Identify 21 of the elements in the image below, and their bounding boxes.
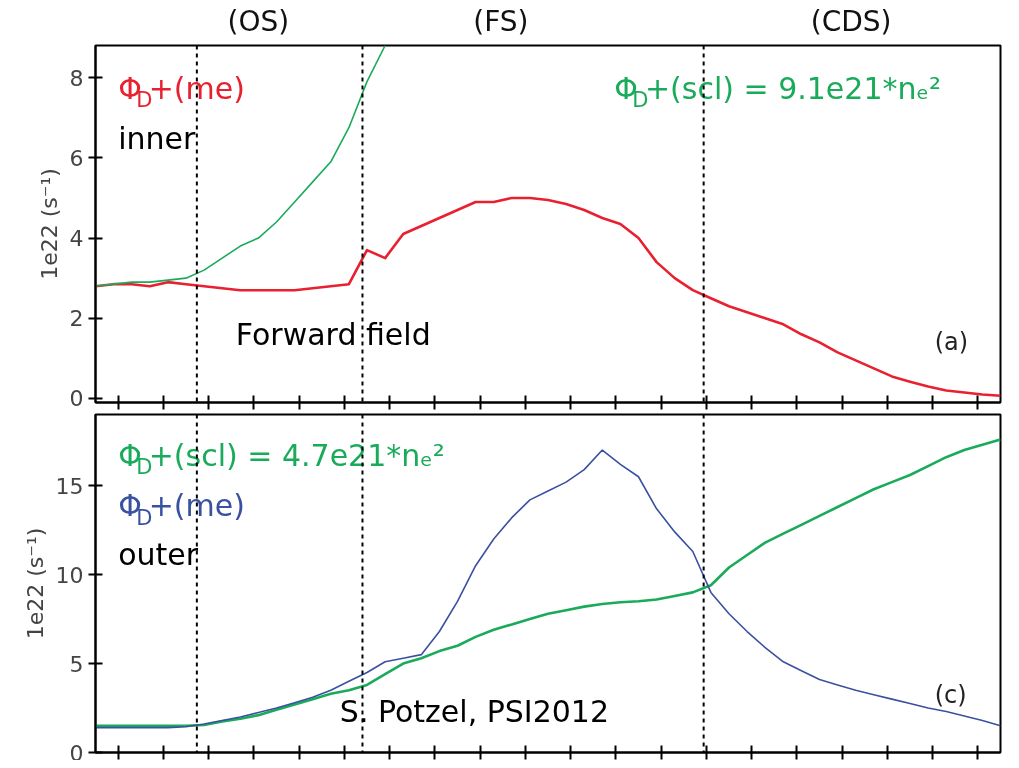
annotation: (c) [934, 681, 967, 710]
annotation: (a) [934, 327, 969, 356]
line-series [95, 45, 386, 287]
y-tick-label: 0 [69, 740, 84, 766]
y-tick-label: 15 [55, 473, 84, 499]
annotation: outer [118, 537, 199, 573]
y-tick-label: 2 [69, 306, 84, 332]
annotation: Forward field [235, 317, 431, 353]
text: (CDS) [810, 4, 892, 38]
annotation: inner [118, 120, 196, 156]
y-tick-label: 4 [69, 226, 84, 252]
y-tick-label: 0 [69, 386, 84, 412]
y-tick-label: 10 [55, 562, 84, 588]
y-axis-title: 1e22 (s⁻¹) [36, 168, 62, 280]
y-axis-title: 1e22 (s⁻¹) [22, 527, 48, 640]
text: (FS) [473, 4, 529, 38]
y-tick-label: 5 [69, 651, 84, 677]
annotation: S. Potzel, PSI2012 [339, 694, 610, 730]
y-tick-label: 8 [69, 65, 84, 91]
text: (OS) [227, 4, 290, 38]
y-tick-label: 6 [69, 145, 84, 171]
